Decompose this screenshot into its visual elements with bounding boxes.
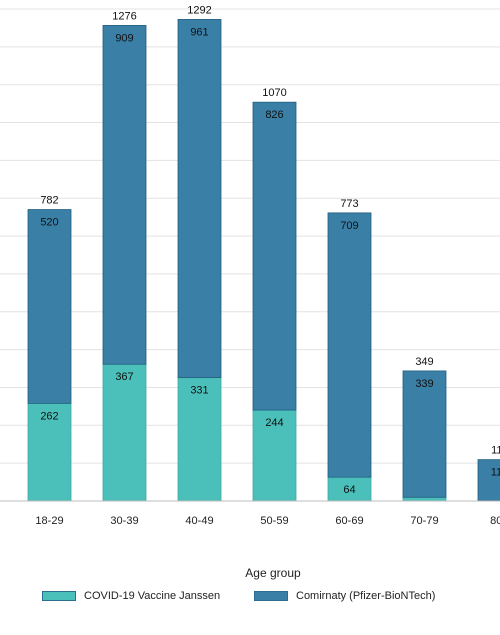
x-tick-30-39: 30-39 [110, 515, 138, 527]
data-label-janssen-60-69: 64 [343, 484, 355, 496]
data-label-comirnaty-50-59: 826 [265, 109, 283, 121]
bar-comirnaty-70-79 [402, 370, 447, 498]
bar-janssen-18-29 [27, 402, 72, 502]
x-tick-70-79: 70-79 [410, 515, 438, 527]
total-label-40-49: 1292 [187, 4, 211, 16]
bar-comirnaty-30-39 [102, 24, 147, 365]
data-label-comirnaty-18-29: 520 [40, 217, 58, 229]
legend-item-janssen: COVID-19 Vaccine Janssen [42, 590, 220, 602]
bar-janssen-50-59 [252, 409, 297, 502]
bar-comirnaty-18-29 [27, 209, 72, 404]
legend: COVID-19 Vaccine Janssen Comirnaty (Pfiz… [0, 590, 500, 610]
data-label-janssen-50-59: 244 [265, 417, 283, 429]
total-label-80+: 111 [491, 445, 500, 457]
legend-item-comirnaty: Comirnaty (Pfizer-BioNTech) [254, 590, 435, 602]
x-axis-title: Age group [245, 566, 301, 580]
data-label-comirnaty-70-79: 339 [415, 378, 433, 390]
data-labels: 262 520 782 367 909 1276 331 961 1292 244 826 1070 6… [40, 4, 500, 496]
x-tick-50-59: 50-59 [260, 515, 288, 527]
legend-swatch-comirnaty [254, 591, 288, 601]
x-tick-80+: 80+ [490, 515, 500, 527]
data-label-comirnaty-30-39: 909 [115, 32, 133, 44]
legend-swatch-janssen [42, 591, 76, 601]
bar-janssen-40-49 [177, 377, 222, 502]
data-label-janssen-40-49: 331 [190, 385, 208, 397]
gridlines [0, 8, 500, 464]
total-label-50-59: 1070 [262, 87, 286, 99]
x-tick-60-69: 60-69 [335, 515, 363, 527]
data-label-comirnaty-80+: 110 [491, 467, 500, 479]
total-label-60-69: 773 [340, 198, 358, 210]
total-label-18-29: 782 [40, 195, 58, 207]
legend-label-janssen: COVID-19 Vaccine Janssen [84, 590, 221, 602]
total-label-70-79: 349 [415, 356, 433, 368]
bar-janssen-70-79 [402, 496, 447, 502]
data-label-comirnaty-60-69: 709 [340, 220, 358, 232]
bar-comirnaty-50-59 [252, 101, 297, 411]
x-tick-18-29: 18-29 [35, 515, 63, 527]
data-label-comirnaty-40-49: 961 [190, 26, 208, 38]
bar-comirnaty-40-49 [177, 19, 222, 379]
x-tick-labels: 18-29 30-39 40-49 50-59 60-69 70-79 80+ [35, 515, 500, 527]
legend-label-comirnaty: Comirnaty (Pfizer-BioNTech) [296, 590, 436, 602]
data-label-janssen-18-29: 262 [40, 410, 58, 422]
total-label-30-39: 1276 [112, 10, 136, 22]
data-label-janssen-30-39: 367 [115, 371, 133, 383]
x-tick-40-49: 40-49 [185, 515, 213, 527]
bar-janssen-30-39 [102, 363, 147, 502]
bars [27, 19, 500, 502]
bar-comirnaty-60-69 [327, 212, 372, 478]
